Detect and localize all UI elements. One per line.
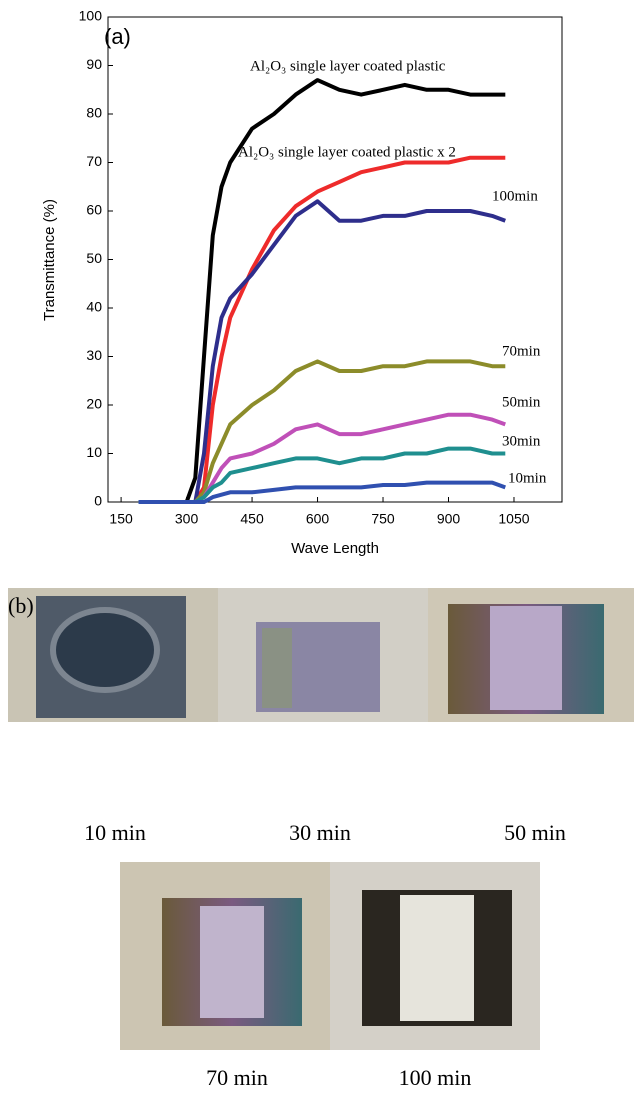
series-label: 100min (492, 188, 538, 204)
photo-caption: 10 min (84, 820, 146, 845)
x-tick-label: 900 (437, 511, 461, 527)
y-tick-label: 10 (86, 444, 102, 460)
series-line (138, 78, 506, 504)
photo-caption: 50 min (504, 820, 566, 845)
photo-caption: 70 min (206, 1065, 268, 1090)
x-axis-title: Wave Length (291, 540, 379, 557)
photo-detail (50, 607, 160, 693)
y-axis-title: Transmittance (%) (41, 199, 58, 321)
photo-detail (262, 628, 292, 708)
x-tick-label: 150 (109, 511, 133, 527)
panel-label: (a) (104, 24, 131, 49)
x-tick-label: 750 (371, 511, 395, 527)
y-tick-label: 80 (86, 105, 102, 121)
x-tick-label: 300 (175, 511, 199, 527)
photo-detail (200, 906, 264, 1018)
y-tick-label: 50 (86, 250, 102, 266)
y-tick-label: 20 (86, 396, 102, 412)
photo-caption: 100 min (399, 1065, 472, 1090)
photo-detail (400, 895, 474, 1021)
series-label: 70min (502, 343, 541, 359)
series-label: Al₂O₃ single layer coated plastic (250, 58, 446, 74)
y-tick-label: 70 (86, 153, 102, 169)
photos (8, 588, 634, 1050)
series-label: 30min (502, 433, 541, 449)
y-tick-label: 0 (94, 493, 102, 509)
y-tick-label: 60 (86, 202, 102, 218)
panel-label: (b) (8, 593, 34, 618)
series-line (138, 199, 506, 504)
x-tick-label: 600 (306, 511, 330, 527)
series-label: Al₂O₃ single layer coated plastic x 2 (238, 144, 456, 160)
series-label: 10min (508, 470, 547, 486)
series-line (138, 446, 506, 504)
y-tick-label: 100 (79, 8, 103, 24)
x-tick-label: 450 (240, 511, 264, 527)
y-tick-label: 90 (86, 56, 102, 72)
photo-caption: 30 min (289, 820, 351, 845)
series-line (138, 155, 506, 504)
series-label: 50min (502, 394, 541, 410)
series-line (138, 480, 506, 504)
x-tick-label: 1050 (498, 511, 529, 527)
series-line (138, 359, 506, 504)
y-tick-label: 40 (86, 299, 102, 315)
y-tick-label: 30 (86, 347, 102, 363)
photo-detail (490, 606, 562, 710)
